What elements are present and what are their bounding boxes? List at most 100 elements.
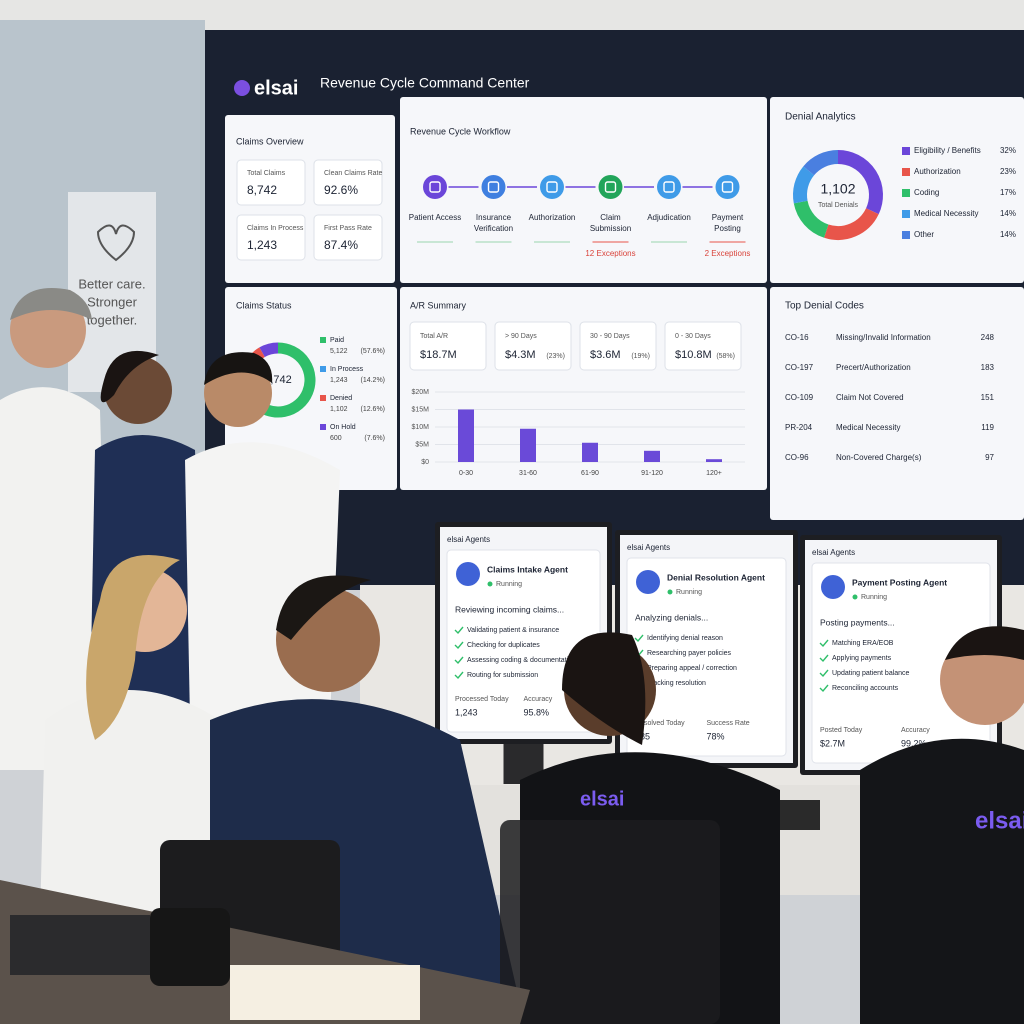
denial-code: CO-16 [785, 333, 809, 342]
dashboard-title: Revenue Cycle Command Center [320, 75, 530, 91]
donut-segment [251, 342, 316, 418]
legend-label: Coding [914, 188, 939, 197]
step-label: Submission [590, 224, 631, 233]
donut-segment [793, 200, 829, 238]
stat-tile [236, 159, 306, 206]
agent-step: Assessing coding & documentation [467, 657, 576, 664]
legend-swatch [320, 337, 326, 343]
person-hair [562, 632, 646, 745]
step-glyph [429, 181, 441, 193]
stat-percent: (58%) [716, 353, 735, 360]
check-icon [819, 684, 829, 693]
stat-label: Total A/R [420, 333, 448, 340]
laptop [10, 915, 150, 975]
x-tick-label: 0-30 [459, 470, 473, 477]
stat-value: 1,243 [247, 238, 277, 252]
step-glyph [721, 181, 734, 193]
denial-count: 97 [985, 453, 994, 462]
denial-count: 248 [981, 333, 995, 342]
step-label: Claim [600, 213, 621, 222]
status-dot [667, 589, 673, 595]
agent-name: Payment Posting Agent [852, 577, 947, 587]
legend-label: Other [914, 230, 934, 239]
legend-label: In Process [330, 366, 364, 373]
legend-value: 23% [1000, 167, 1016, 176]
check-icon [454, 671, 464, 680]
legend-value: (12.6%) [360, 406, 385, 413]
agent-stat-label: Success Rate [707, 720, 750, 727]
agent-stat-value: $2.7M [820, 738, 845, 748]
person-head [940, 635, 1024, 725]
stat-label: Total Claims [247, 170, 286, 177]
apparel-logos: elsai elsai [580, 788, 1024, 834]
agent-status: Running [496, 581, 522, 588]
stat-tile [313, 214, 383, 261]
panel-title: Claims Overview [236, 136, 304, 146]
denial-code: CO-109 [785, 393, 814, 402]
stat-value: $10.8M [675, 349, 712, 361]
agent-step: Updating patient balance [832, 670, 910, 677]
denial-description: Medical Necessity [836, 423, 900, 432]
person-hair [86, 555, 180, 740]
legend-swatch [320, 366, 326, 372]
agent-step: Reconciling accounts [832, 685, 899, 692]
legend-swatch [902, 231, 910, 239]
bar [520, 428, 536, 462]
denial-description: Missing/Invalid Information [836, 333, 931, 342]
shirt-logo: elsai [975, 807, 1024, 834]
step-label: Patient Access [409, 213, 461, 222]
agent-stat-label: Accuracy [901, 727, 930, 734]
legend-value: 14% [1000, 230, 1016, 239]
legend-swatch [902, 189, 910, 197]
step-icon [423, 175, 447, 199]
step-label: Authorization [529, 213, 576, 222]
denial-description: Precert/Authorization [836, 363, 911, 372]
agent-step: Applying payments [832, 655, 892, 662]
stat-tile [664, 321, 742, 371]
person-shirt [860, 738, 1024, 1024]
agent-step: Checking for duplicates [467, 642, 540, 649]
sign-line: Stronger [87, 294, 138, 309]
donut-segment [837, 150, 883, 215]
denial-code: PR-204 [785, 423, 813, 432]
legend-value: (7.6%) [364, 435, 385, 442]
step-glyph [604, 181, 617, 193]
step-label: Posting [714, 224, 741, 233]
legend-label: Denied [330, 395, 352, 402]
check-icon [454, 626, 464, 635]
denial-count: 183 [981, 363, 995, 372]
agent-step: Tracking resolution [647, 680, 706, 687]
panel-title: A/R Summary [410, 300, 467, 310]
mug [150, 908, 230, 986]
legend-value: 14% [1000, 209, 1016, 218]
agent-stat-label: Posted Today [820, 727, 863, 734]
legend-label: Medical Necessity [914, 209, 978, 218]
panel-title: Top Denial Codes [785, 301, 864, 312]
check-icon [819, 654, 829, 663]
wall-screens: elsai Revenue Cycle Command Center Claims … [225, 75, 1024, 520]
legend-value: (57.6%) [360, 348, 385, 355]
step-icon [481, 175, 506, 199]
legend-value: (14.2%) [360, 377, 385, 384]
stat-label: Claims In Process [247, 225, 304, 232]
x-tick-label: 91-120 [641, 470, 663, 477]
donut-caption: Total Denials [818, 202, 859, 209]
stat-tile [409, 321, 487, 371]
agent-stat-value: 99.2% [901, 738, 927, 748]
agent-stat-value: 95.8% [524, 707, 550, 717]
step-label: Verification [474, 224, 513, 233]
agent-brand: elsai Agents [812, 548, 855, 557]
sign-line: Better care. [78, 276, 145, 291]
step-label: Insurance [476, 213, 512, 222]
bar [706, 459, 722, 462]
agent-step: Preparing appeal / correction [647, 665, 737, 672]
donut-segment [803, 150, 839, 176]
panel-title: Claims Status [236, 300, 292, 310]
legend-swatch [902, 210, 910, 218]
step-icon [540, 175, 564, 199]
x-tick-label: 120+ [706, 470, 722, 477]
person-hair [945, 626, 1024, 660]
step-label: Payment [712, 213, 744, 222]
check-icon [454, 656, 464, 665]
